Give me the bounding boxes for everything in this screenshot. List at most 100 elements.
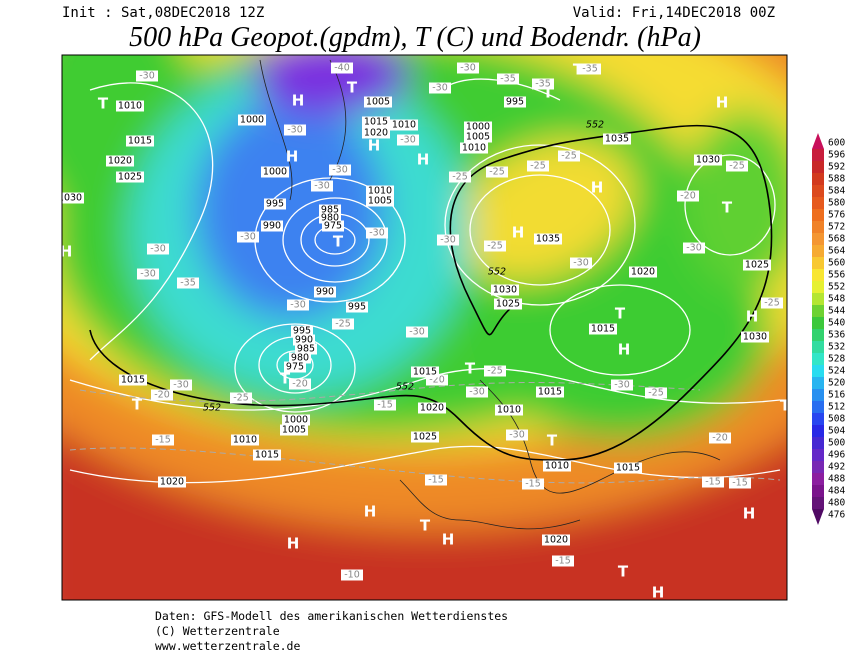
temperature-label-box bbox=[397, 134, 419, 146]
pressure-center: H bbox=[368, 137, 381, 155]
pressure-label-box bbox=[543, 460, 571, 472]
pressure-label-box bbox=[411, 431, 439, 443]
pressure-label: 985 bbox=[321, 205, 339, 216]
pressure-label: 1025 bbox=[118, 172, 142, 183]
temperature-label-box bbox=[170, 379, 192, 391]
temperature-label: -30 bbox=[332, 165, 348, 176]
colorbar-label: 572 bbox=[828, 222, 845, 233]
temperature-label-box bbox=[611, 379, 633, 391]
colorbar-label: 504 bbox=[828, 426, 845, 437]
colorbar-label: 484 bbox=[828, 486, 845, 497]
colorbar-label: 600 bbox=[828, 138, 845, 149]
colorbar-swatch bbox=[812, 209, 824, 221]
colorbar-label: 592 bbox=[828, 162, 845, 173]
pressure-label-box bbox=[542, 534, 570, 546]
pressure-label: 975 bbox=[286, 362, 304, 373]
pressure-label: 1035 bbox=[536, 234, 560, 245]
temperature-label: -30 bbox=[400, 135, 416, 146]
temperature-label-box bbox=[709, 432, 731, 444]
pressure-label-box bbox=[319, 204, 341, 216]
temperature-label: -15 bbox=[428, 475, 444, 486]
colorbar-swatch bbox=[812, 257, 824, 269]
temperature-label-box bbox=[437, 234, 459, 246]
temperature-label-box bbox=[329, 164, 351, 176]
colorbar-label: 540 bbox=[828, 318, 845, 329]
temperature-label: -25 bbox=[452, 172, 468, 183]
pressure-center: H bbox=[512, 224, 525, 242]
colorbar-label: 524 bbox=[828, 366, 845, 377]
pressure-label: 1000 bbox=[284, 415, 308, 426]
pressure-label: 1015 bbox=[121, 375, 145, 386]
temperature-label: -30 bbox=[614, 380, 630, 391]
pressure-label: 990 bbox=[316, 287, 334, 298]
pressure-label-box bbox=[362, 116, 390, 128]
temperature-label-box bbox=[449, 171, 471, 183]
pressure-label: 990 bbox=[295, 335, 313, 346]
pressure-label: 995 bbox=[266, 199, 284, 210]
colorbar-label: 556 bbox=[828, 270, 845, 281]
temperature-label-box bbox=[522, 478, 544, 490]
temperature-label-box bbox=[579, 63, 601, 75]
pressure-label: 1015 bbox=[413, 367, 437, 378]
temperature-label-box bbox=[366, 227, 388, 239]
pressure-label: 1010 bbox=[462, 143, 486, 154]
pressure-label-box bbox=[534, 233, 562, 245]
contour-label: 552 bbox=[488, 267, 506, 278]
pressure-label-box bbox=[694, 154, 722, 166]
colorbar-label: 564 bbox=[828, 246, 845, 257]
temperature-label: -30 bbox=[369, 228, 385, 239]
pressure-label-box bbox=[291, 325, 313, 337]
pressure-label-box bbox=[116, 100, 144, 112]
pressure-label: 995 bbox=[293, 326, 311, 337]
temperature-label: -30 bbox=[290, 300, 306, 311]
pressure-label: 1010 bbox=[545, 461, 569, 472]
pressure-center: T bbox=[347, 79, 358, 97]
temperature-label-box bbox=[484, 240, 506, 252]
colorbar-swatch bbox=[812, 437, 824, 449]
temperature-label-box bbox=[645, 387, 667, 399]
colorbar-label: 492 bbox=[828, 462, 845, 473]
pressure-label: 1010 bbox=[392, 120, 416, 131]
temperature-label-box bbox=[484, 365, 506, 377]
pressure-label-box bbox=[322, 220, 344, 232]
colorbar-label: 548 bbox=[828, 294, 845, 305]
pressure-label: 975 bbox=[324, 221, 342, 232]
temperature-label: -25 bbox=[233, 393, 249, 404]
colorbar-swatch bbox=[812, 197, 824, 209]
colorbar-swatch bbox=[812, 161, 824, 173]
temperature-label: -25 bbox=[764, 298, 780, 309]
pressure-label: 1020 bbox=[108, 156, 132, 167]
colorbar-swatch bbox=[812, 449, 824, 461]
valid-time: Valid: Fri,14DEC2018 00Z bbox=[573, 5, 775, 21]
colorbar-label: 508 bbox=[828, 414, 845, 425]
colorbar-label: 520 bbox=[828, 378, 845, 389]
pressure-label: 1010 bbox=[118, 101, 142, 112]
temperature-label-box bbox=[406, 326, 428, 338]
colorbar: 6005965925885845805765725685645605565525… bbox=[812, 133, 845, 525]
temperature-label: -20 bbox=[154, 390, 170, 401]
temperature-label-box bbox=[341, 569, 363, 581]
colorbar-swatch bbox=[812, 245, 824, 257]
pressure-label-box bbox=[362, 127, 390, 139]
colorbar-label: 580 bbox=[828, 198, 845, 209]
temperature-label-box bbox=[506, 429, 528, 441]
pressure-center: T bbox=[543, 84, 554, 102]
temperature-label-box bbox=[677, 190, 699, 202]
pressure-label: 995 bbox=[348, 302, 366, 313]
map: -30-40-30-30-35 -35-35-30-30-30-30-25 -25-… bbox=[62, 55, 787, 600]
temperature-label-box bbox=[425, 474, 447, 486]
pressure-label-box bbox=[491, 284, 519, 296]
pressure-center: H bbox=[286, 148, 299, 166]
temperature-label: -20 bbox=[712, 433, 728, 444]
temperature-label: -30 bbox=[139, 71, 155, 82]
pressure-label-box bbox=[460, 142, 488, 154]
pressure-label: 1020 bbox=[420, 403, 444, 414]
pressure-label: 1030 bbox=[493, 285, 517, 296]
pressure-center: H bbox=[618, 341, 631, 359]
temperature-label-box bbox=[683, 242, 705, 254]
temperature-label: -30 bbox=[409, 327, 425, 338]
pressure-center: T bbox=[573, 61, 584, 79]
pressure-label-box bbox=[364, 96, 392, 108]
temperature-label-box bbox=[230, 392, 252, 404]
